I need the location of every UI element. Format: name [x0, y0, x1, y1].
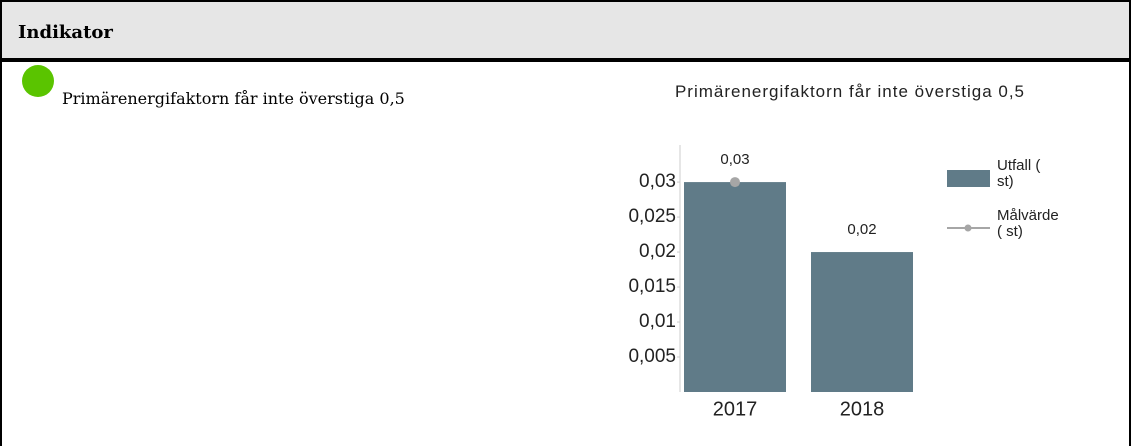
- status-dot: [22, 65, 54, 97]
- legend-label: Målvärde ( st): [997, 207, 1059, 240]
- y-tick-label: 0,03: [639, 171, 676, 192]
- header-title: Indikator: [18, 22, 113, 43]
- data-label: 0,02: [847, 221, 876, 238]
- bar: [684, 182, 786, 392]
- indicator-text: Primärenergifaktorn får inte överstiga 0…: [62, 89, 405, 108]
- y-tick-label: 0,015: [628, 276, 676, 297]
- chart-title: Primärenergifaktorn får inte överstiga 0…: [674, 82, 1026, 101]
- x-tick-label: 2018: [840, 398, 885, 420]
- y-tick-label: 0,025: [628, 206, 676, 227]
- target-point: [730, 177, 740, 188]
- legend-dot: [964, 224, 972, 232]
- x-tick-label: 2017: [713, 398, 758, 420]
- header: Indikator: [2, 2, 1129, 62]
- legend-label: Utfall ( st): [997, 157, 1041, 190]
- legend-swatch: [947, 170, 990, 187]
- data-label: 0,03: [720, 151, 749, 168]
- y-tick-label: 0,02: [639, 241, 676, 262]
- bar: [811, 252, 913, 392]
- y-tick-label: 0,01: [639, 311, 676, 332]
- y-tick-label: 0,005: [628, 346, 676, 367]
